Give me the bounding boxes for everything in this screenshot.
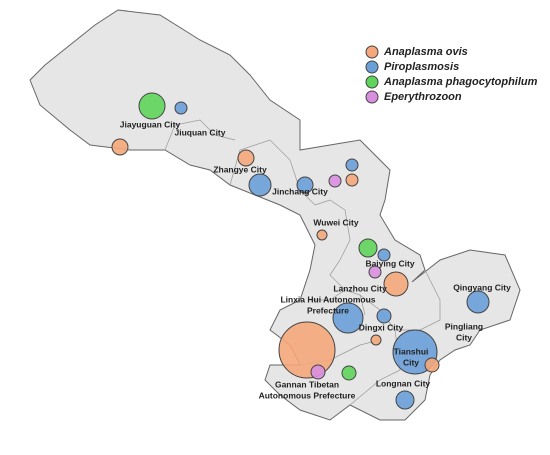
disease-bubble [248,173,272,197]
disease-bubble [296,176,314,194]
legend-label: Piroplasmosis [384,61,459,73]
disease-bubble [341,365,357,381]
city-label: Pingliang [445,321,483,331]
legend-label: Anaplasma ovis [383,46,468,58]
city-label: Qingyang City [453,282,511,292]
legend-label: Eperythrozoon [384,91,462,103]
legend-swatch [365,75,379,89]
city-label: Gannan Tibetan [275,379,339,389]
disease-bubble [237,149,255,167]
city-label: Longnan City [376,378,431,388]
city-label: Autonomous Prefecture [259,390,356,400]
disease-bubble [424,357,440,373]
disease-bubble [278,321,336,379]
disease-bubble [376,308,392,324]
disease-bubble [138,92,166,120]
disease-bubble [466,290,490,314]
disease-bubble [345,173,359,187]
legend-label: Anaplasma phagocytophilum [383,76,538,88]
legend-swatch [365,90,379,104]
city-label: Lanzhou City [333,283,387,293]
disease-bubble [383,271,409,297]
city-label: City [456,332,472,342]
disease-bubble [395,390,415,410]
city-label: Jiayuguan City [120,119,181,129]
city-label: Linxia Hui Autonomous [280,294,375,304]
city-label: Jinchang City [272,186,328,196]
city-label: Jiuquan City [174,127,225,137]
city-label: Tianshui [394,346,429,356]
disease-bubble [174,101,188,115]
disease-bubble [111,138,129,156]
disease-bubble [345,158,359,172]
disease-bubble [328,174,342,188]
disease-bubble [316,229,328,241]
city-label: Baiying City [365,258,414,268]
legend-swatch [365,60,379,74]
disease-bubble [310,364,326,380]
disease-bubble [377,248,391,262]
disease-bubble [358,238,378,258]
disease-bubble [370,334,382,346]
legend-swatch [365,45,379,59]
city-label: Dingxi City [359,322,404,332]
disease-bubble [368,265,382,279]
disease-bubble [332,302,364,334]
city-label: Zhangye City [213,164,267,174]
city-label: Prefecture [307,305,349,315]
city-label: City [403,357,419,367]
city-label: Wuwei City [313,217,358,227]
